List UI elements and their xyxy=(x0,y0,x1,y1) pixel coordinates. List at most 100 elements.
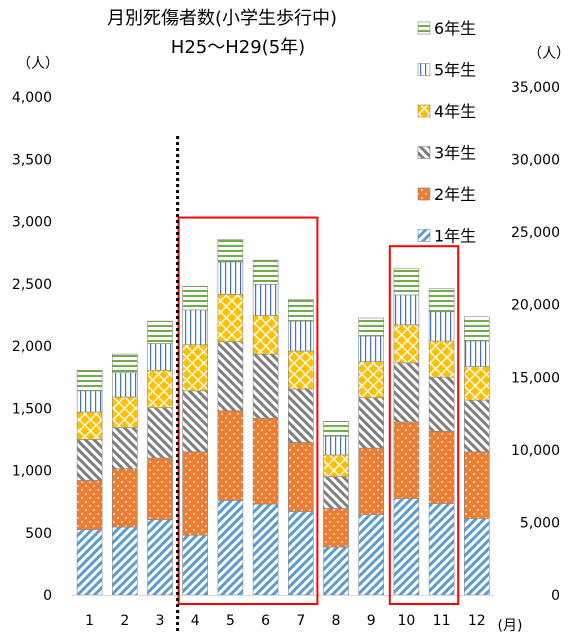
bar-segment xyxy=(147,457,173,520)
bar-segment xyxy=(393,362,420,423)
bar-segment xyxy=(147,320,173,344)
y-axis-right-unit: （人） xyxy=(528,46,570,62)
bar-segment xyxy=(463,366,490,401)
x-tick-label: 9 xyxy=(367,613,376,629)
x-axis-ticks: 1 2 3 4 5 6 7 8 9 10 11 12 xyxy=(72,595,495,629)
legend-label: 3年生 xyxy=(434,144,476,163)
y2-tick-label: 25,000 xyxy=(511,225,560,241)
y-tick-label: 1,500 xyxy=(12,401,52,417)
x-tick-label: 7 xyxy=(296,613,305,629)
y-tick-label: 0 xyxy=(43,588,52,604)
bar-segment xyxy=(112,427,138,469)
bar-segment xyxy=(76,369,103,392)
bar-segment xyxy=(147,519,173,596)
bar-segment xyxy=(182,390,208,453)
bar-segment xyxy=(112,468,138,528)
x-tick-label: 10 xyxy=(397,613,415,629)
bar-segment xyxy=(252,284,279,316)
y-tick-label: 4,000 xyxy=(12,90,52,106)
x-tick-label: 5 xyxy=(226,613,235,629)
bar-segment xyxy=(182,534,208,596)
y-tick-label: 3,000 xyxy=(12,215,52,231)
y2-tick-label: 10,000 xyxy=(511,443,560,459)
legend-swatch xyxy=(417,21,431,35)
x-tick-label: 2 xyxy=(120,613,129,629)
legend-swatch xyxy=(417,146,431,159)
bar-segment xyxy=(147,369,173,408)
bar-segment xyxy=(252,417,279,505)
y-tick-label: 2,000 xyxy=(12,339,52,355)
chart-subtitle: H25～H29(5年) xyxy=(171,37,305,58)
bar-segment xyxy=(358,361,385,398)
bar-segment xyxy=(217,341,244,412)
bar-segment xyxy=(252,353,279,419)
bar-segment xyxy=(217,410,244,501)
bar-segment xyxy=(463,399,490,453)
x-tick-label: 11 xyxy=(433,613,451,629)
bar-segment xyxy=(393,267,420,296)
bar-segment xyxy=(76,411,103,440)
bar-segment xyxy=(358,447,385,515)
bar-segment xyxy=(147,343,173,371)
bar-segment xyxy=(463,518,490,596)
x-tick-label: 12 xyxy=(468,613,486,629)
y2-tick-label: 0 xyxy=(551,588,560,604)
x-axis-unit: (月) xyxy=(498,618,523,634)
y-axis-left-ticks: 0 500 1,000 1,500 2,000 2,500 3,000 3,500 4,000 xyxy=(12,90,52,604)
bar-segment xyxy=(393,498,420,596)
y-tick-label: 3,500 xyxy=(12,152,52,168)
y2-tick-label: 5,000 xyxy=(520,515,560,531)
bar-segment xyxy=(393,294,420,326)
bar-segment xyxy=(217,239,244,263)
y2-tick-label: 15,000 xyxy=(511,370,560,386)
x-tick-label: 3 xyxy=(156,613,165,629)
bar-series-group xyxy=(76,239,490,596)
chart-title: 月別死傷者数(小学生歩行中) xyxy=(107,8,337,29)
bar-segment xyxy=(323,435,349,456)
bar-segment xyxy=(217,500,244,596)
bar-segment xyxy=(323,546,349,596)
bar-segment xyxy=(76,390,103,413)
bar-segment xyxy=(428,503,455,596)
bar-segment xyxy=(463,451,490,519)
bar-segment xyxy=(393,421,420,499)
x-tick-label: 6 xyxy=(261,613,270,629)
legend-swatch xyxy=(417,229,431,242)
bar-segment xyxy=(358,514,385,596)
legend-swatch xyxy=(417,104,431,118)
legend-label: 5年生 xyxy=(434,61,476,80)
bar-segment xyxy=(76,529,103,596)
bar-segment xyxy=(463,316,490,342)
bar-segment xyxy=(112,526,138,596)
bar-segment xyxy=(182,309,208,346)
legend-label: 6年生 xyxy=(434,19,476,38)
bar-segment xyxy=(287,388,314,443)
bar-segment xyxy=(112,372,138,398)
bar-segment xyxy=(217,294,244,342)
legend-swatch xyxy=(417,63,431,76)
y2-tick-label: 20,000 xyxy=(511,298,560,314)
legend-swatch xyxy=(417,187,431,201)
bar-segment xyxy=(393,324,420,364)
bar-segment xyxy=(287,511,314,596)
bar-segment xyxy=(428,311,455,342)
bar-segment xyxy=(428,288,455,313)
bar-segment xyxy=(217,261,244,295)
y-axis-left-unit: （人） xyxy=(17,56,59,72)
bar-segment xyxy=(358,317,385,337)
y-tick-label: 1,000 xyxy=(12,464,52,480)
y2-tick-label: 30,000 xyxy=(511,153,560,169)
highlight-group xyxy=(176,136,460,633)
bar-segment xyxy=(428,430,455,504)
bar-segment xyxy=(323,421,349,437)
bar-segment xyxy=(428,376,455,432)
bar-segment xyxy=(428,340,455,378)
bar-segment xyxy=(252,315,279,355)
highlight-box xyxy=(388,245,460,605)
bar-segment xyxy=(323,476,349,509)
x-tick-label: 1 xyxy=(85,613,94,629)
y-tick-label: 500 xyxy=(25,526,52,542)
bar-segment xyxy=(252,259,279,285)
bar-segment xyxy=(112,353,138,374)
